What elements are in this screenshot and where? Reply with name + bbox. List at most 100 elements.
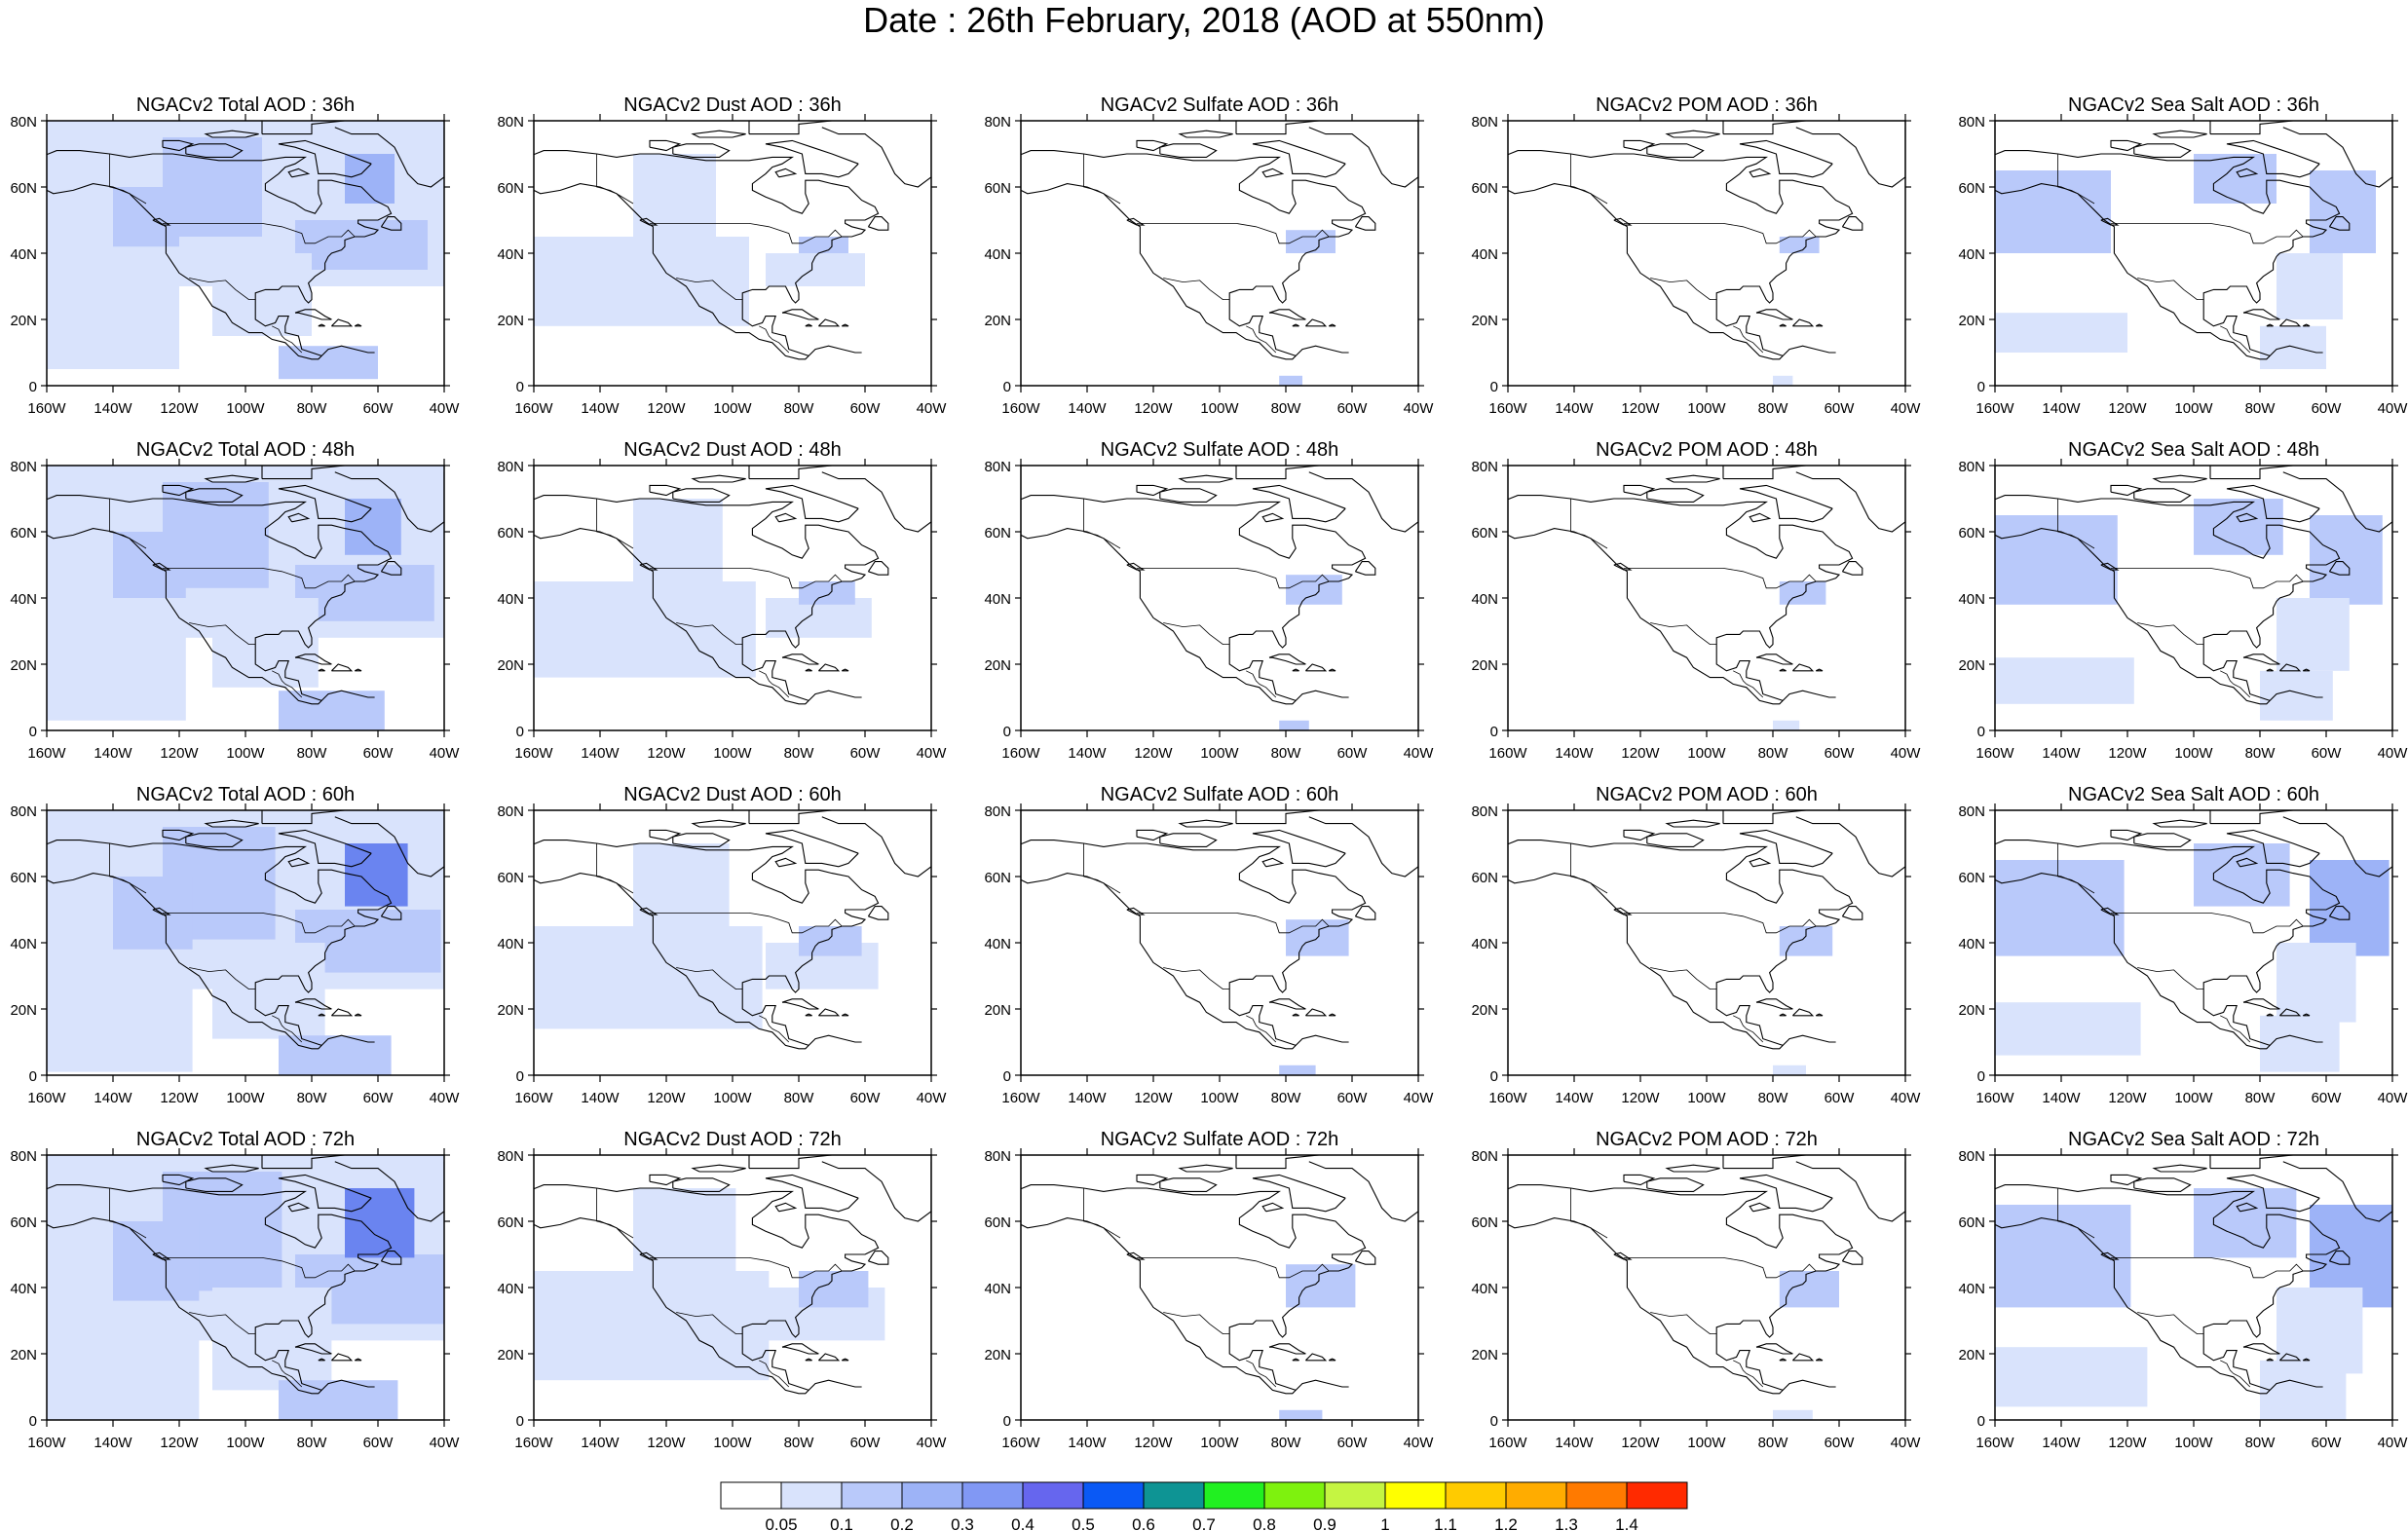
coastline	[867, 216, 889, 231]
country-border	[1624, 223, 1817, 244]
map-background	[1508, 466, 1905, 730]
aod-patch	[2310, 860, 2389, 956]
country-border	[1083, 154, 1121, 205]
country-border	[1650, 967, 1717, 990]
coastline	[1613, 1251, 1633, 1260]
lat-label: 20N	[1471, 313, 1498, 329]
coastline	[1795, 127, 1905, 188]
lon-label: 100W	[226, 1090, 265, 1106]
coastline	[1021, 495, 1367, 701]
aod-patch	[212, 253, 312, 336]
country-border	[1733, 1015, 1748, 1029]
coastline	[204, 1164, 259, 1173]
colorbar-label: 0.5	[1072, 1515, 1095, 1531]
coastline	[294, 1343, 332, 1355]
lat-label: 0	[1003, 724, 1011, 740]
country-border	[284, 1028, 303, 1043]
lat-label: 80N	[1958, 1148, 1985, 1165]
coastline	[841, 323, 849, 327]
country-border	[771, 1028, 790, 1043]
lon-label: 140W	[1068, 1090, 1107, 1106]
lon-label: 100W	[1687, 745, 1726, 762]
lat-label: 60N	[1471, 1214, 1498, 1231]
lat-label: 40N	[1958, 246, 1985, 263]
colorbar-swatch	[1022, 1481, 1084, 1510]
coastline	[1508, 840, 1854, 1046]
coastline	[1779, 1358, 1787, 1362]
country-border	[759, 1360, 773, 1374]
coastline	[354, 668, 362, 672]
coastline	[2152, 819, 2207, 828]
lat-label: 80N	[10, 803, 37, 820]
coastline	[821, 1161, 931, 1222]
lon-label: 140W	[581, 745, 620, 762]
coastline	[1178, 819, 1233, 828]
aod-patch	[2276, 943, 2356, 1023]
lon-label: 80W	[784, 1090, 815, 1106]
lon-label: 100W	[226, 1435, 265, 1451]
coastline	[162, 484, 195, 497]
lon-label: 140W	[1068, 1435, 1107, 1451]
colorbar-swatch	[1082, 1481, 1145, 1510]
country-border	[650, 568, 843, 589]
country-border	[1733, 670, 1748, 685]
coastline	[354, 1358, 362, 1362]
country-border	[1137, 1257, 1330, 1279]
aod-patch	[1286, 575, 1342, 605]
lon-label: 80W	[1271, 1435, 1302, 1451]
coastline	[1328, 1013, 1336, 1017]
map-background	[1021, 810, 1418, 1075]
lon-label: 160W	[27, 745, 66, 762]
lat-label: 60N	[10, 525, 37, 541]
coastline	[2209, 810, 2320, 825]
colorbar-swatch	[780, 1481, 843, 1510]
lat-label: 40N	[10, 936, 37, 952]
colorbar-swatch	[1324, 1481, 1386, 1510]
colorbar-label: 0.9	[1313, 1515, 1336, 1531]
lat-label: 20N	[1958, 657, 1985, 674]
coastline	[649, 829, 682, 841]
country-border	[189, 622, 256, 645]
coastline	[331, 318, 354, 327]
coastline	[1261, 1202, 1285, 1213]
lon-label: 140W	[1555, 400, 1594, 417]
coastline	[1739, 139, 1833, 178]
country-border	[771, 684, 790, 698]
lon-label: 140W	[94, 400, 132, 417]
map-panel-r3-c4: NGACv2 POM AOD : 60h 80N 60N 40N 20N 0 160W 140…	[1471, 784, 1921, 1106]
coastline	[2209, 1155, 2320, 1170]
lat-label: 20N	[497, 657, 524, 674]
coastline	[649, 484, 682, 497]
coastline	[1252, 1174, 1346, 1213]
aod-patch	[1773, 720, 1800, 730]
coastline	[1739, 829, 1833, 868]
lat-label: 20N	[497, 1002, 524, 1019]
lon-label: 60W	[1337, 1090, 1369, 1106]
coastline	[748, 466, 859, 480]
lon-label: 120W	[2108, 400, 2147, 417]
lon-label: 160W	[514, 1435, 553, 1451]
coastline	[1792, 1353, 1815, 1362]
lon-label: 140W	[581, 400, 620, 417]
coastline	[649, 139, 682, 152]
aod-patch	[212, 1288, 332, 1391]
coastline	[1305, 663, 1328, 672]
coastline	[2302, 323, 2311, 327]
coastline	[1995, 873, 2323, 1050]
map-panel-r4-c1: NGACv2 Total AOD : 72h 80N 60N 40N 20N 0 160W 1…	[10, 1129, 460, 1451]
lat-label: 40N	[10, 246, 37, 263]
coastline	[287, 168, 311, 178]
lat-label: 0	[516, 379, 524, 395]
coastline	[318, 1013, 325, 1017]
coastline	[1613, 907, 1633, 915]
coastline	[691, 819, 746, 828]
country-border	[1733, 325, 1748, 340]
lon-label: 120W	[160, 1090, 199, 1106]
panel-title: NGACv2 Sulfate AOD : 72h	[1101, 1129, 1339, 1150]
aod-patch	[1995, 515, 2118, 605]
coastline	[781, 309, 819, 320]
coastline	[2279, 318, 2302, 327]
lat-label: 0	[1490, 1068, 1498, 1085]
lat-label: 0	[516, 724, 524, 740]
panel-title: NGACv2 POM AOD : 60h	[1596, 784, 1818, 805]
